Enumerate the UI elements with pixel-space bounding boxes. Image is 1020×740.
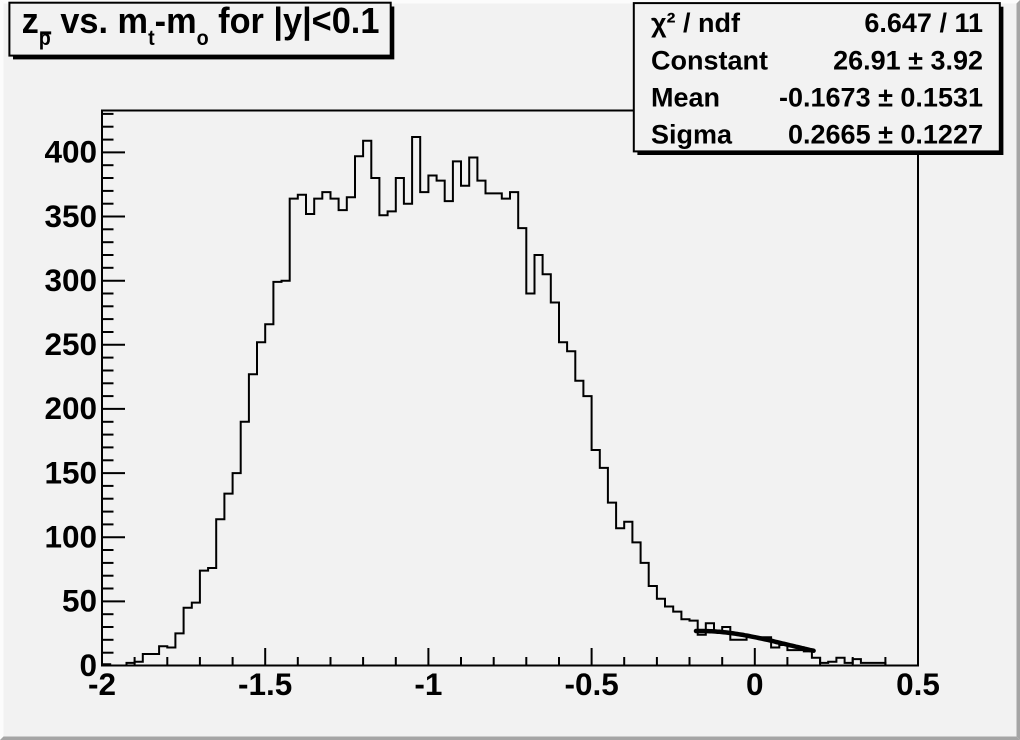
svg-text:Constant: Constant (651, 45, 768, 75)
svg-text:200: 200 (44, 390, 97, 426)
svg-text:-2: -2 (88, 666, 116, 702)
svg-text:-1: -1 (414, 666, 442, 702)
svg-text:Mean: Mean (651, 82, 720, 112)
svg-text:26.91 ± 3.92: 26.91 ± 3.92 (833, 45, 983, 75)
svg-text:0.5: 0.5 (896, 666, 940, 702)
svg-text:-1.5: -1.5 (238, 666, 292, 702)
svg-text:350: 350 (44, 198, 97, 234)
svg-text:150: 150 (44, 454, 97, 490)
svg-text:6.647 / 11: 6.647 / 11 (864, 8, 983, 38)
svg-text:Sigma: Sigma (651, 119, 733, 149)
svg-text:0.2665 ± 0.1227: 0.2665 ± 0.1227 (788, 119, 983, 149)
svg-text:-0.1673 ± 0.1531: -0.1673 ± 0.1531 (779, 82, 983, 112)
svg-text:χ² / ndf: χ² / ndf (651, 8, 741, 38)
svg-text:50: 50 (62, 583, 97, 619)
svg-text:250: 250 (44, 326, 97, 362)
svg-text:400: 400 (44, 134, 97, 170)
svg-text:300: 300 (44, 262, 97, 298)
svg-text:100: 100 (44, 519, 97, 555)
svg-text:-0.5: -0.5 (564, 666, 618, 702)
svg-text:0: 0 (79, 647, 97, 683)
svg-text:0: 0 (746, 666, 764, 702)
